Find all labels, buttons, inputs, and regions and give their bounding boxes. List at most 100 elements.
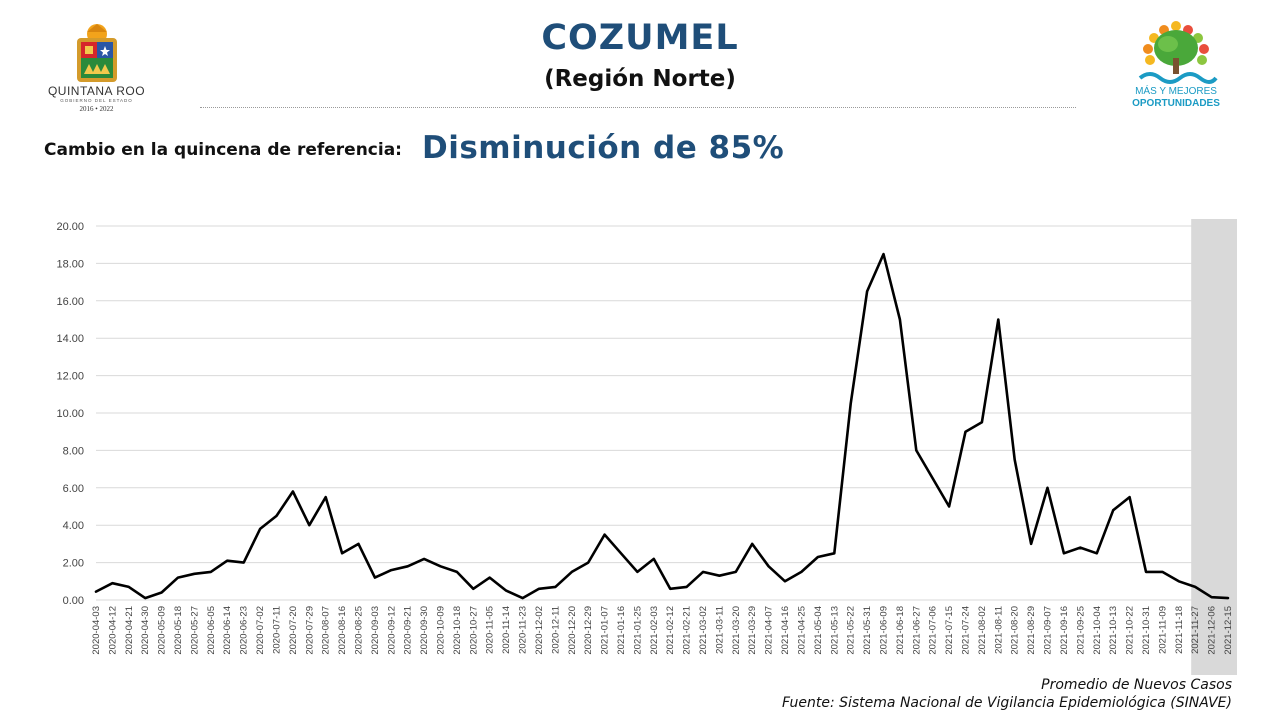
x-tick-label: 2021-04-07 [764,606,775,655]
data-point [128,586,130,588]
x-tick-label: 2020-04-03 [91,606,102,655]
y-tick-label: 16.00 [56,296,84,308]
data-point [833,552,836,555]
data-point [751,543,754,545]
y-tick-label: 6.00 [63,483,84,495]
data-point [587,561,589,564]
x-tick-label: 2020-06-23 [239,606,250,655]
x-tick-label: 2021-08-02 [977,606,988,655]
data-point [538,587,540,590]
x-tick-label: 2021-02-21 [682,606,693,655]
x-tick-label: 2020-08-07 [321,606,332,655]
x-tick-label: 2021-07-06 [928,606,939,655]
x-tick-label: 2021-09-25 [1075,606,1086,655]
chart-shading [1191,219,1237,675]
x-tick-label: 2020-09-03 [370,606,381,655]
x-tick-label: 2021-10-13 [1108,606,1119,655]
x-tick-label: 2020-10-18 [452,606,463,655]
data-point [505,589,507,592]
x-tick-label: 2020-08-25 [353,606,364,655]
y-tick-label: 14.00 [56,333,84,345]
data-point [718,574,721,577]
x-tick-label: 2021-11-18 [1174,606,1185,654]
x-tick-label: 2020-07-20 [288,606,299,655]
mas-y-mejores-oportunidades-logo: MÁS Y MEJORES OPORTUNIDADES [1120,20,1232,116]
x-tick-label: 2021-08-20 [1010,606,1021,655]
x-tick-label: 2020-04-12 [107,606,118,655]
x-tick-label: 2021-10-22 [1125,606,1136,655]
x-tick-label: 2020-12-02 [534,606,545,655]
data-point [1013,458,1016,461]
y-axis-ticks: 0.00 2.00 4.00 6.00 8.00 10.00 12.00 14.00 16.00… [56,221,84,607]
x-tick-label: 2021-07-15 [944,606,955,655]
data-point [964,430,967,433]
logo-right-line2: OPORTUNIDADES [1132,98,1220,109]
x-tick-label: 2021-11-27 [1190,606,1201,654]
logo-left-sub: GOBIERNO DEL ESTADO [60,98,133,103]
x-tick-label: 2020-05-27 [189,606,200,655]
data-point [1063,552,1065,555]
data-point [275,515,278,517]
data-point [1177,580,1180,583]
x-tick-label: 2020-09-30 [419,606,430,655]
y-tick-label: 10.00 [56,408,84,420]
x-tick-label: 2021-10-04 [1092,606,1103,655]
x-tick-label: 2021-05-13 [829,606,840,655]
data-point [423,558,425,560]
x-tick-label: 2021-09-16 [1059,606,1070,655]
data-point [767,565,770,568]
x-axis-ticks: 2020-04-03 2020-04-12 2020-04-21 2020-04-30… [91,606,1234,655]
data-point [735,571,737,573]
data-point [800,571,803,573]
x-tick-label: 2021-12-06 [1207,606,1218,655]
x-tick-label: 2021-03-29 [747,606,758,655]
x-tick-label: 2021-02-03 [649,606,660,655]
x-tick-label: 2021-10-31 [1141,606,1152,655]
change-label: Cambio en la quincena de referencia: [44,140,402,160]
x-tick-label: 2021-05-04 [813,606,824,655]
data-point [1145,571,1147,573]
x-tick-label: 2020-11-14 [501,606,512,654]
data-point [111,582,114,584]
x-tick-label: 2021-06-09 [878,606,889,655]
y-tick-label: 8.00 [63,445,84,457]
data-point [685,586,688,588]
x-tick-label: 2021-01-07 [600,606,611,655]
x-tick-label: 2020-10-27 [468,606,479,655]
data-point [488,576,491,579]
recent-period-shade [1191,219,1237,675]
data-point [226,559,229,562]
data-point [374,576,376,579]
data-point [669,587,672,590]
data-point [472,587,475,590]
data-point [948,505,950,508]
x-tick-label: 2020-11-05 [485,606,496,654]
x-tick-label: 2020-06-14 [222,606,233,655]
data-point [866,290,868,293]
data-point [292,490,294,493]
x-tick-label: 2020-07-02 [255,606,266,655]
x-tick-label: 2021-04-25 [796,606,807,655]
data-point [817,556,819,558]
x-tick-label: 2020-09-12 [386,606,397,655]
data-point [899,318,901,321]
x-tick-label: 2020-07-11 [271,606,282,654]
data-point [160,591,163,594]
data-point [1079,546,1082,549]
y-tick-label: 12.00 [56,371,84,383]
data-point [1227,597,1229,599]
series-line [94,252,1230,600]
chart-gridlines [96,225,1236,601]
data-point [784,580,786,583]
logo-left-years: 2016 • 2022 [79,105,114,113]
data-point [193,573,196,575]
data-point [620,552,622,555]
x-tick-label: 2020-10-09 [436,606,447,655]
x-tick-label: 2021-03-02 [698,606,709,655]
data-point [439,565,442,568]
data-point [554,586,557,588]
data-point [849,402,852,405]
data-point [144,597,147,599]
y-tick-label: 20.00 [56,221,84,233]
x-tick-label: 2020-06-05 [206,606,217,655]
